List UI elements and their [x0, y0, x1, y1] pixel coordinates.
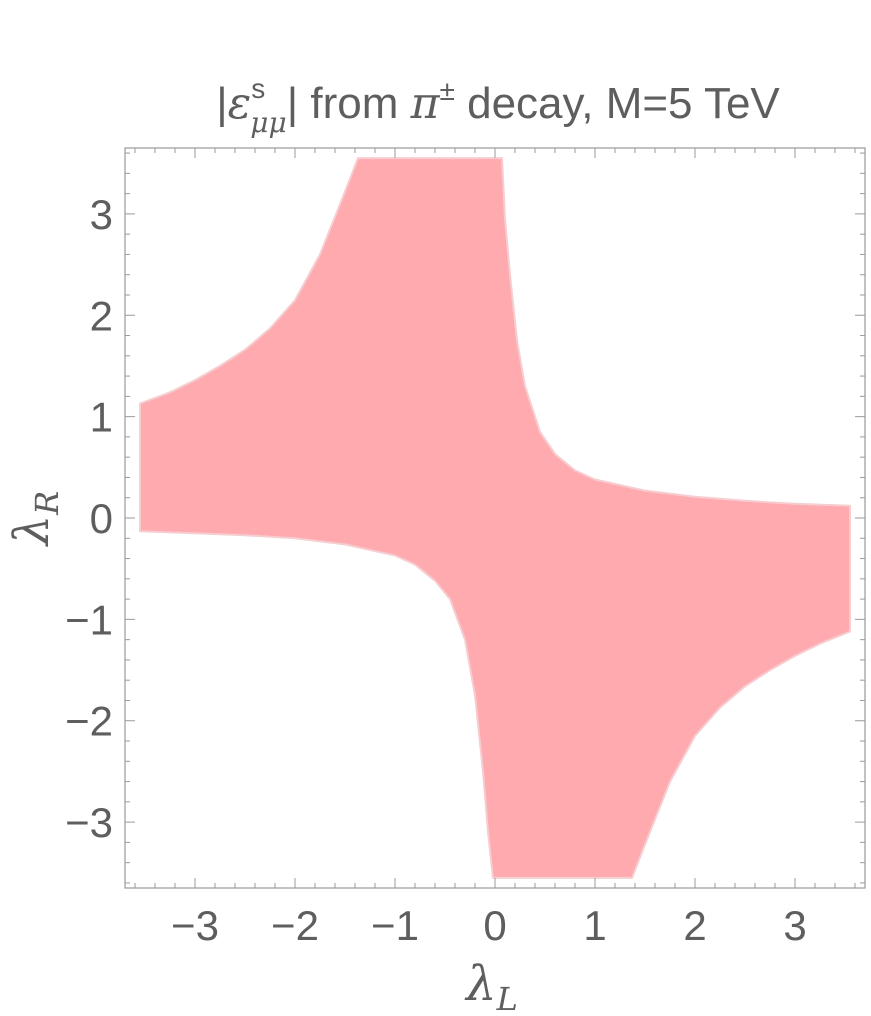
axis-ticks: [125, 148, 865, 888]
title-symbol: ε: [228, 78, 252, 129]
x-tick-label: 2: [683, 902, 706, 949]
allowed-region: [139, 157, 851, 879]
title-middle: from: [298, 79, 410, 128]
y-axis-label-sub: R: [28, 491, 66, 516]
x-axis-label: λL: [464, 956, 518, 1016]
x-tick-label: −2: [271, 902, 319, 949]
y-tick-label: 3: [90, 191, 113, 238]
x-axis-label-sub: L: [496, 980, 518, 1016]
title-abs-open: |: [216, 79, 227, 128]
x-tick-label: 3: [783, 902, 806, 949]
title-pi-superscript: ±: [440, 75, 455, 106]
y-axis-label: λR: [4, 491, 66, 548]
title-tail: decay, M=5 TeV: [455, 79, 781, 128]
tick-labels: −3 −2 −1 0 1 2 3 −3 −2 −1 0 1 2 3: [65, 191, 807, 949]
y-tick-label: 2: [90, 292, 113, 339]
chart-title: |εs μμ| from π± decay, M=5 TeV: [216, 73, 780, 139]
x-tick-label: 1: [583, 902, 606, 949]
x-tick-label: −3: [171, 902, 219, 949]
x-axis-label-main: λ: [464, 956, 496, 1012]
title-superscript: s: [251, 73, 265, 104]
y-tick-label: 0: [90, 495, 113, 542]
y-tick-label: −2: [65, 698, 113, 745]
x-tick-label: 0: [483, 902, 506, 949]
y-tick-label: −1: [65, 596, 113, 643]
plot-region: [139, 157, 851, 879]
y-tick-label: 1: [90, 394, 113, 441]
title-subscript: μμ: [250, 106, 286, 139]
x-tick-label: −1: [371, 902, 419, 949]
title-abs-close: |: [287, 79, 298, 128]
y-tick-label: −3: [65, 799, 113, 846]
y-axis-label-main: λ: [4, 515, 60, 547]
title-pi: π: [410, 78, 441, 129]
